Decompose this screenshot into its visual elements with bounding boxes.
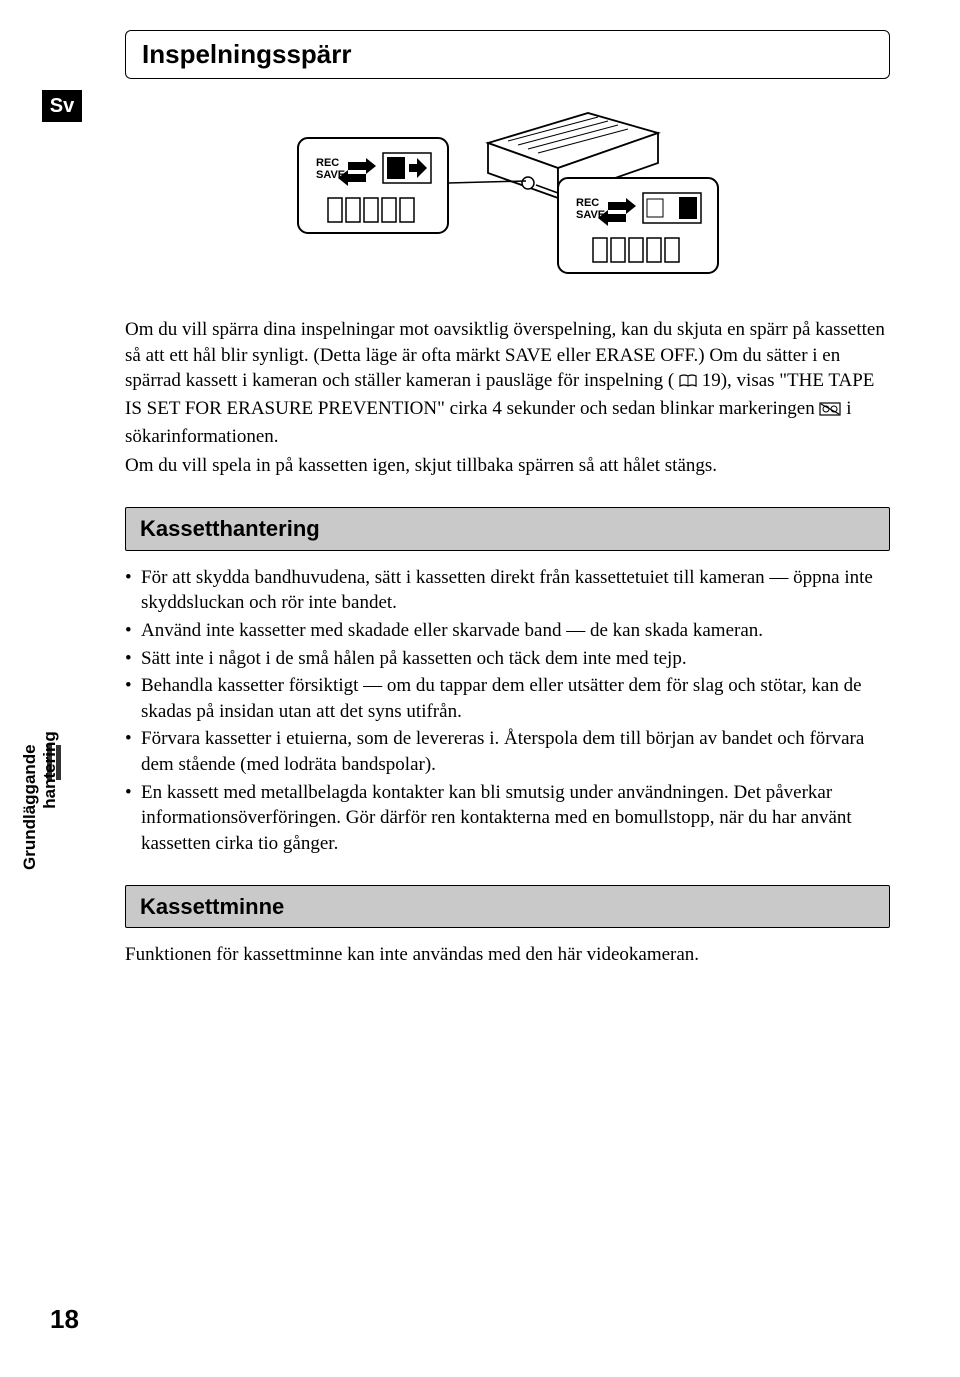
list-item: Använd inte kassetter med skadade eller … <box>125 618 890 644</box>
section-title: Inspelningsspärr <box>142 37 873 72</box>
section1-paragraph: Om du vill spärra dina inspelningar mot … <box>125 317 890 449</box>
book-icon <box>679 370 697 396</box>
page: Sv Grundläggande hantering Inspelningssp… <box>0 0 960 1377</box>
list-item: Sätt inte i något i de små hålen på kass… <box>125 646 890 672</box>
cassette-diagram-area: REC SAVE <box>125 103 890 283</box>
cassette-protect-icon <box>819 398 841 424</box>
section1-paragraph2: Om du vill spela in på kassetten igen, s… <box>125 453 890 479</box>
list-item: Förvara kassetter i etuierna, som de lev… <box>125 726 890 777</box>
subhead-label: Kassetthantering <box>125 507 890 551</box>
language-badge: Sv <box>42 90 82 122</box>
section-title-box-inspelningssparr: Inspelningsspärr <box>125 30 890 79</box>
diagram-label-rec: REC <box>316 157 339 169</box>
page-number: 18 <box>50 1302 79 1337</box>
list-item: För att skydda bandhuvudena, sätt i kass… <box>125 565 890 616</box>
svg-text:REC: REC <box>576 197 599 209</box>
sidebar-line1: Grundläggande <box>20 670 40 870</box>
kassetthantering-bullets: För att skydda bandhuvudena, sätt i kass… <box>125 565 890 857</box>
list-item: En kassett med metallbelagda kontakter k… <box>125 780 890 857</box>
sidebar-line2: hantering <box>40 670 60 870</box>
main-content: Inspelningsspärr <box>125 30 890 968</box>
subhead-label: Kassettminne <box>125 885 890 929</box>
subhead-kassetthantering: Kassetthantering <box>125 507 890 551</box>
cassette-diagram-svg: REC SAVE <box>278 103 738 283</box>
subhead-kassettminne: Kassettminne <box>125 885 890 929</box>
section3-paragraph: Funktionen för kassettminne kan inte anv… <box>125 942 890 968</box>
list-item: Behandla kassetter försiktigt — om du ta… <box>125 673 890 724</box>
sidebar-section-label: Grundläggande hantering <box>20 670 59 870</box>
